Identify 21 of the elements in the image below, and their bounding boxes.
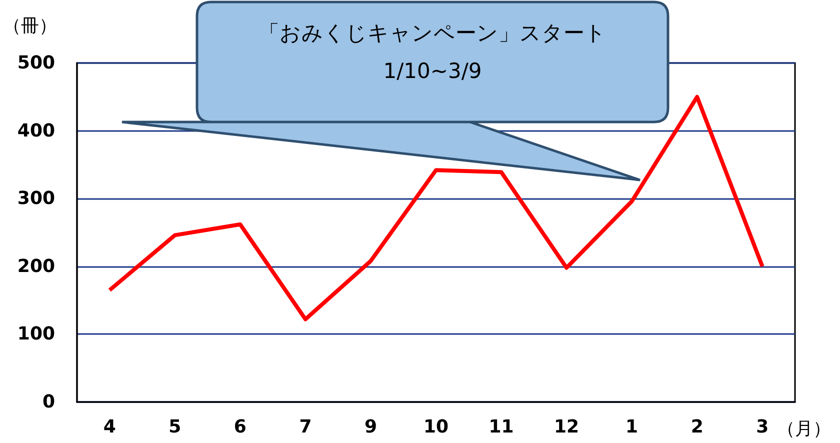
y-tick-label: 0 (42, 392, 55, 412)
y-tick-label: 100 (17, 324, 55, 345)
y-tick-label: 200 (17, 256, 55, 277)
x-tick-label: 11 (488, 416, 514, 438)
y-tick-label: 300 (17, 188, 55, 210)
line-series (108, 94, 764, 322)
x-tick-label: 10 (423, 416, 449, 438)
x-tick-label: 4 (103, 416, 116, 438)
x-tick-label: 7 (299, 416, 312, 438)
x-tick-label: 3 (756, 416, 769, 438)
y-tick-label: 500 (17, 52, 55, 74)
y-tick-label: 400 (17, 120, 55, 142)
x-tick-label: 2 (690, 416, 704, 438)
annotation: 「おみくじキャンペーン」スタート 1/10~3/9 (258, 20, 608, 85)
y-axis-title: （冊） (3, 16, 57, 36)
x-tick-label: 9 (364, 416, 377, 438)
x-tick-label: 6 (234, 416, 246, 438)
x-axis-title: （月） (777, 418, 831, 440)
x-tick-label: 5 (168, 416, 182, 438)
x-tick-label: 12 (554, 416, 580, 438)
x-tick-label: 1 (626, 416, 638, 438)
